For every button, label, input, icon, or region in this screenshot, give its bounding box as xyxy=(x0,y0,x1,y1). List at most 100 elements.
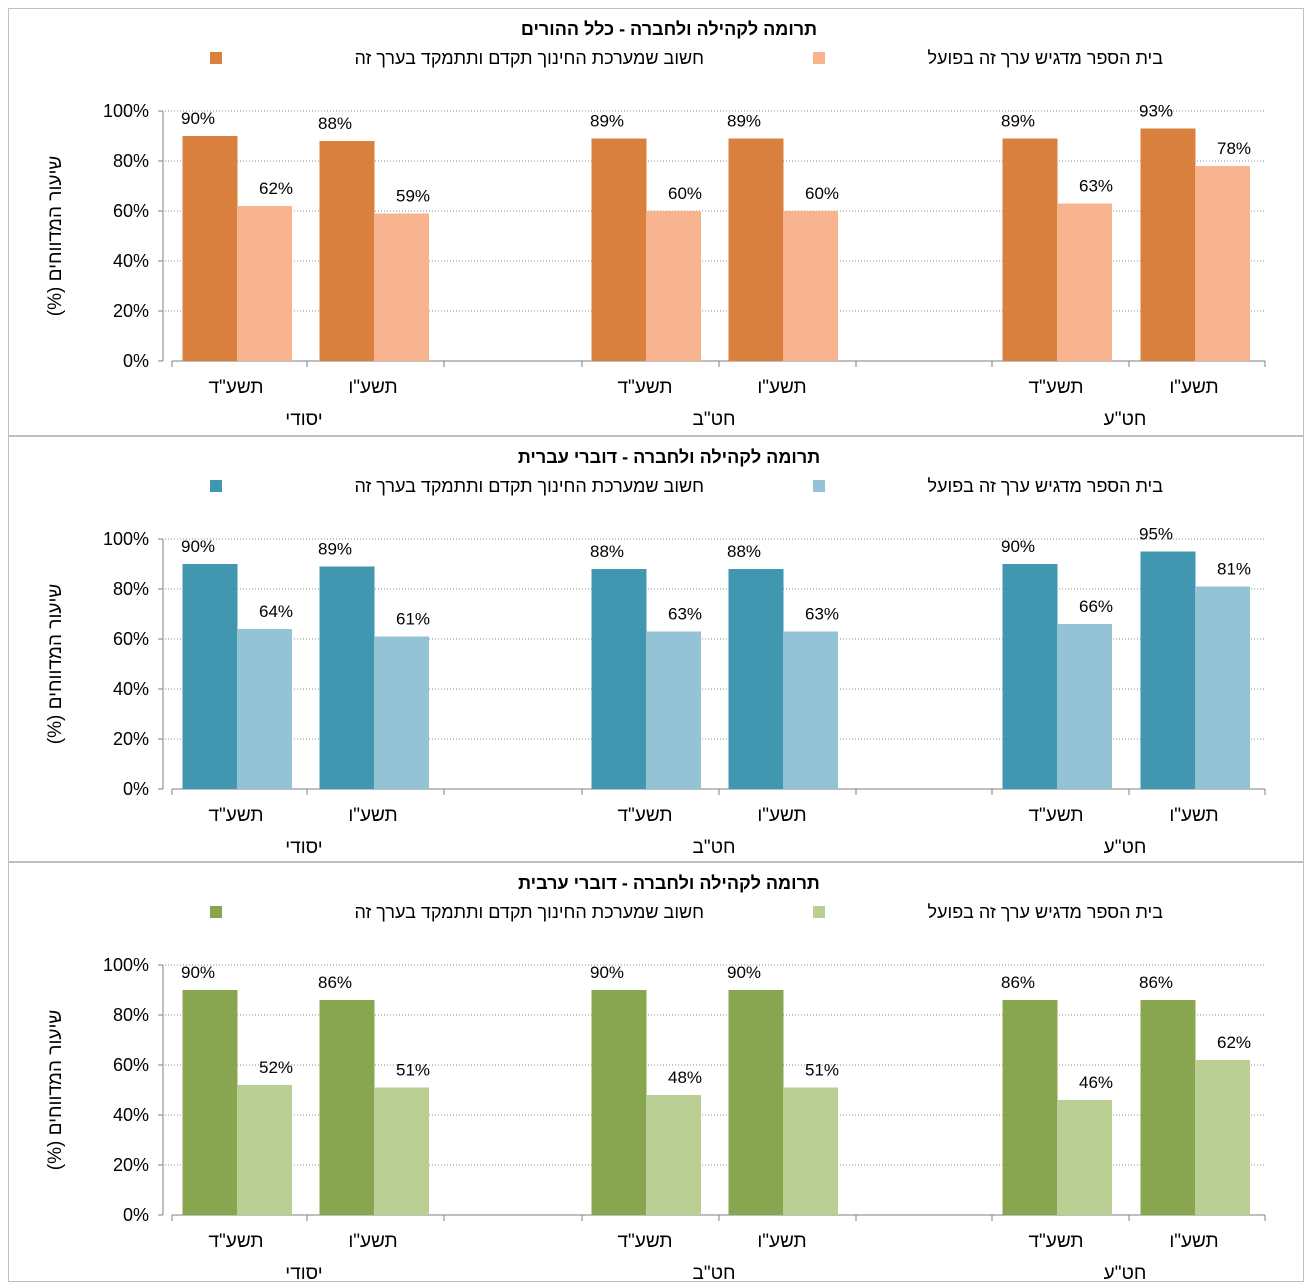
data-label: 95% xyxy=(1139,525,1173,544)
y-tick-label: 60% xyxy=(113,201,149,221)
y-tick-label: 0% xyxy=(123,779,149,799)
legend-label: בית הספר מדגיש ערך זה בפועל xyxy=(928,48,1164,68)
y-axis-label: שיעור המדווחים (%) xyxy=(45,1010,66,1171)
data-label: 90% xyxy=(181,537,215,556)
data-label: 90% xyxy=(1001,537,1035,556)
x-group-label: חט"ע xyxy=(1104,837,1147,858)
bar-emphasized xyxy=(1195,586,1250,789)
bar-important xyxy=(728,569,784,789)
y-tick-label: 80% xyxy=(113,1005,149,1025)
x-group-label: יסודי xyxy=(285,1263,322,1283)
x-category-label: תשע"ו xyxy=(1169,1231,1218,1252)
bar-emphasized xyxy=(1057,624,1112,789)
data-label: 46% xyxy=(1079,1073,1113,1092)
x-category-label: תשע"ד xyxy=(618,377,673,398)
chart-panel-2: תרומה לקהילה ולחברה - דוברי עברית חשוב שמ… xyxy=(8,436,1304,862)
x-category-label: תשע"ד xyxy=(618,805,673,826)
data-label: 89% xyxy=(1001,112,1035,131)
y-axis-label: שיעור המדווחים (%) xyxy=(45,584,66,745)
bar-emphasized xyxy=(374,636,429,789)
legend-swatch xyxy=(813,52,825,64)
bar-important xyxy=(1002,138,1058,361)
x-category-label: תשע"ד xyxy=(1029,377,1084,398)
bar-important xyxy=(1002,1000,1058,1215)
x-category-label: תשע"ו xyxy=(348,805,397,826)
legend-label: חשוב שמערכת החינוך תקדם ותתמקד בערך זה xyxy=(354,48,704,68)
bar-important xyxy=(591,990,647,1215)
bar-emphasized xyxy=(646,1095,701,1215)
legend-label: בית הספר מדגיש ערך זה בפועל xyxy=(928,902,1164,922)
data-label: 86% xyxy=(1139,973,1173,992)
y-tick-label: 100% xyxy=(103,529,149,549)
y-tick-label: 40% xyxy=(113,679,149,699)
chart-panel-1: תרומה לקהילה ולחברה - כלל ההורים חשוב שמע… xyxy=(8,8,1304,436)
data-label: 88% xyxy=(318,114,352,133)
data-label: 66% xyxy=(1079,597,1113,616)
bar-emphasized xyxy=(374,213,429,361)
x-group-label: חט"ע xyxy=(1104,409,1147,430)
legend-label: חשוב שמערכת החינוך תקדם ותתמקד בערך זה xyxy=(354,902,704,922)
data-label: 60% xyxy=(805,184,839,203)
data-label: 63% xyxy=(668,605,702,624)
legend-swatch xyxy=(210,480,222,492)
data-label: 59% xyxy=(396,187,430,206)
chart-title: תרומה לקהילה ולחברה - דוברי עברית xyxy=(518,447,820,467)
bar-emphasized xyxy=(646,211,701,361)
bar-important xyxy=(591,569,647,789)
y-tick-label: 40% xyxy=(113,251,149,271)
bar-important xyxy=(182,990,238,1215)
data-label: 52% xyxy=(259,1058,293,1077)
x-category-label: תשע"ו xyxy=(348,1231,397,1252)
data-label: 90% xyxy=(590,963,624,982)
bar-important xyxy=(182,136,238,361)
y-tick-label: 20% xyxy=(113,1155,149,1175)
data-label: 63% xyxy=(1079,177,1113,196)
x-category-label: תשע"ו xyxy=(757,377,806,398)
x-category-label: תשע"ד xyxy=(618,1231,673,1252)
data-label: 89% xyxy=(318,540,352,559)
x-group-label: יסודי xyxy=(285,837,322,858)
x-category-label: תשע"ד xyxy=(1029,805,1084,826)
x-category-label: תשע"ד xyxy=(209,377,264,398)
chart-title: תרומה לקהילה ולחברה - דוברי ערבית xyxy=(518,873,820,893)
bar-important xyxy=(728,138,784,361)
data-label: 88% xyxy=(727,542,761,561)
data-label: 89% xyxy=(727,112,761,131)
bar-emphasized xyxy=(1057,203,1112,361)
bar-emphasized xyxy=(783,211,838,361)
bar-important xyxy=(728,990,784,1215)
y-tick-label: 0% xyxy=(123,1205,149,1225)
bar-important xyxy=(319,1000,375,1215)
bar-emphasized xyxy=(237,1085,292,1215)
data-label: 88% xyxy=(590,542,624,561)
bar-emphasized xyxy=(646,631,701,789)
chart-title: תרומה לקהילה ולחברה - כלל ההורים xyxy=(521,19,817,39)
bar-emphasized xyxy=(1057,1100,1112,1215)
y-tick-label: 80% xyxy=(113,151,149,171)
x-category-label: תשע"ד xyxy=(209,1231,264,1252)
y-tick-label: 40% xyxy=(113,1105,149,1125)
legend-swatch xyxy=(813,906,825,918)
x-category-label: תשע"ו xyxy=(1169,377,1218,398)
data-label: 51% xyxy=(396,1061,430,1080)
y-axis-label: שיעור המדווחים (%) xyxy=(45,156,66,317)
data-label: 61% xyxy=(396,610,430,629)
x-category-label: תשע"ד xyxy=(1029,1231,1084,1252)
data-label: 90% xyxy=(181,963,215,982)
legend-label: חשוב שמערכת החינוך תקדם ותתמקד בערך זה xyxy=(354,476,704,496)
x-group-label: יסודי xyxy=(285,409,322,430)
y-tick-label: 80% xyxy=(113,579,149,599)
x-category-label: תשע"ו xyxy=(757,805,806,826)
x-category-label: תשע"ו xyxy=(348,377,397,398)
data-label: 62% xyxy=(259,179,293,198)
bar-emphasized xyxy=(783,1087,838,1215)
data-label: 93% xyxy=(1139,102,1173,121)
data-label: 48% xyxy=(668,1068,702,1087)
bar-emphasized xyxy=(1195,166,1250,361)
bar-emphasized xyxy=(783,631,838,789)
y-tick-label: 20% xyxy=(113,301,149,321)
bar-important xyxy=(182,564,238,789)
bar-emphasized xyxy=(374,1087,429,1215)
chart-svg-2: תרומה לקהילה ולחברה - דוברי עברית חשוב שמ… xyxy=(45,447,1266,858)
